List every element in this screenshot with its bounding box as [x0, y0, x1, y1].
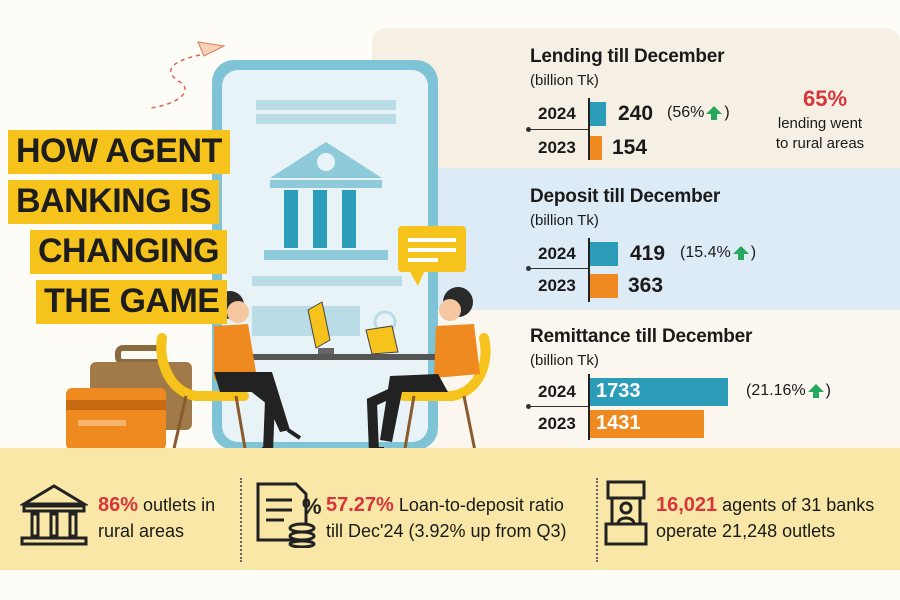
chat-bubble-icon [398, 226, 466, 286]
lending-value-2023: 154 [612, 136, 648, 159]
lending-year-2024: 2024 [538, 104, 576, 123]
stat-rural-outlets-line1: outlets in [138, 495, 216, 515]
stat-loan-deposit-line2: till Dec'24 (3.92% up from Q3) [326, 521, 567, 541]
stat-rural-outlets-highlight: 86% [98, 494, 139, 516]
remittance-title: Remittance till December [530, 326, 753, 347]
lending-change-2024: (56% ) [667, 104, 730, 122]
deposit-change-close: ) [750, 244, 757, 261]
headline-line-3: CHANGING [30, 230, 228, 274]
remittance-bar-2023 [590, 410, 704, 438]
arrow-up-icon [706, 106, 723, 120]
remittance-change-text: (21.16% [746, 382, 806, 399]
stat-agents: 16,021 agents of 31 banks operate 21,248… [656, 492, 874, 544]
stat-agents-line2: operate 21,248 outlets [656, 521, 836, 541]
bank-building-icon [264, 142, 388, 260]
lending-axis [588, 98, 590, 160]
rural-lending-text-line2: to rural areas [775, 135, 865, 152]
stat-loan-deposit-line1: Loan-to-deposit ratio [393, 495, 564, 515]
deposit-bar-2024 [590, 242, 618, 266]
stat-agents-highlight: 16,021 [656, 494, 718, 516]
remittance-unit: (billion Tk) [530, 352, 599, 369]
paper-plane-icon [149, 41, 226, 109]
deposit-value-2024: 419 [630, 242, 666, 265]
deposit-bar-2023 [590, 274, 618, 298]
deposit-unit: (billion Tk) [530, 212, 599, 229]
lending-bar-2023 [590, 136, 602, 160]
stats-separator [596, 478, 598, 562]
deposit-axis [588, 238, 590, 302]
remittance-change-2024: (21.16% ) [746, 382, 831, 400]
agent-kiosk-icon [604, 480, 648, 546]
remittance-axis [588, 374, 590, 440]
stats-strip [0, 448, 900, 570]
stats-separator [240, 478, 242, 562]
remittance-change-close: ) [825, 382, 831, 399]
lending-bar-2024 [590, 102, 606, 126]
rural-lending-pct: 65% [802, 86, 848, 111]
stat-loan-deposit: 57.27% Loan-to-deposit ratio till Dec'24… [326, 492, 567, 544]
phone-illustration [66, 41, 491, 467]
lending-panel [372, 28, 900, 168]
remittance-bar-2024 [590, 378, 728, 406]
stat-loan-deposit-highlight: 57.27% [326, 494, 394, 516]
arrow-up-icon [807, 384, 824, 398]
deposit-tick [526, 266, 588, 271]
stat-rural-outlets-line2: rural areas [98, 521, 185, 541]
lending-change-close: ) [724, 104, 730, 121]
lending-change-text: (56% [667, 104, 705, 121]
remittance-value-2023: 1431 [596, 412, 641, 434]
lending-value-2024: 240 [618, 102, 654, 125]
deposit-title: Deposit till December [530, 186, 721, 207]
remittance-tick [526, 404, 588, 409]
lending-tick [526, 127, 588, 132]
deposit-year-2023: 2023 [538, 276, 576, 295]
lending-title: Lending till December [530, 46, 725, 67]
headline-line-4: THE GAME [36, 280, 228, 324]
rural-lending-text-line1: lending went [777, 115, 863, 132]
lending-year-2023: 2023 [538, 138, 576, 157]
bank-building-icon [20, 484, 88, 546]
credit-card-icon [66, 388, 166, 450]
svg-text:%: % [302, 494, 322, 519]
lending-unit: (billion Tk) [530, 72, 599, 89]
headline-line-1: HOW AGENT [8, 130, 230, 174]
remittance-year-2024: 2024 [538, 382, 576, 401]
arrow-up-icon [732, 246, 749, 260]
deposit-change-text: (15.4% [680, 244, 731, 261]
remittance-year-2023: 2023 [538, 414, 576, 433]
rural-lending-text: lending went to rural areas [760, 114, 880, 154]
deposit-value-2023: 363 [628, 274, 664, 297]
document-coins-icon: % [256, 482, 322, 548]
deposit-change-2024: (15.4% ) [680, 244, 756, 262]
footer-margin [0, 570, 900, 600]
deposit-year-2024: 2024 [538, 244, 576, 263]
stat-agents-line1: agents of 31 banks [717, 495, 875, 515]
stat-rural-outlets: 86% outlets in rural areas [98, 492, 215, 544]
remittance-value-2024: 1733 [596, 380, 641, 402]
headline-line-2: BANKING IS [8, 180, 220, 224]
